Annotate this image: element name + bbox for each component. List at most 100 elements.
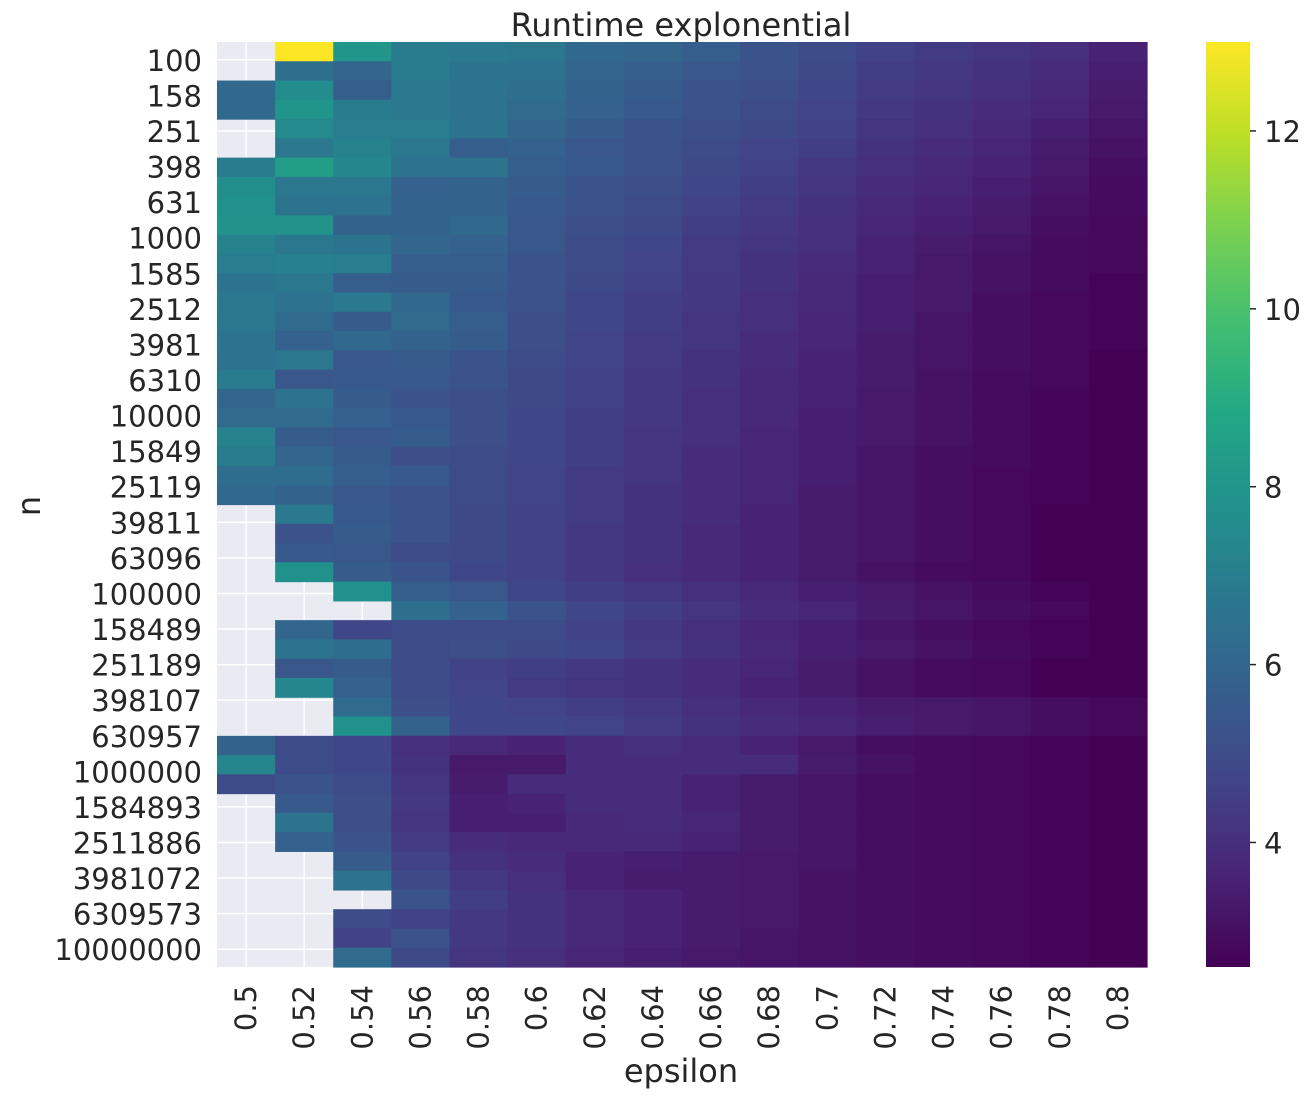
heatmap-cell — [1088, 620, 1148, 640]
heatmap-cell — [623, 157, 683, 178]
heatmap-cell — [275, 388, 334, 409]
heatmap-cell — [391, 581, 451, 602]
heatmap-cell — [333, 504, 392, 525]
heatmap-cell — [217, 755, 276, 775]
heatmap-cell — [856, 99, 916, 120]
heatmap-cell — [972, 253, 1032, 274]
heatmap-cell — [507, 331, 567, 351]
heatmap-cell — [740, 620, 799, 640]
heatmap-cell — [972, 543, 1032, 563]
heatmap-cell — [333, 832, 392, 852]
heatmap-cell — [1088, 311, 1148, 332]
heatmap-cell — [972, 234, 1032, 255]
heatmap-cell — [333, 196, 392, 217]
heatmap-cell — [565, 581, 625, 602]
heatmap-cell — [972, 909, 1032, 930]
heatmap-cell — [914, 639, 974, 660]
y-tick-label: 158489 — [91, 613, 202, 647]
heatmap-cell — [1030, 61, 1090, 82]
heatmap-cell — [391, 292, 451, 313]
heatmap-cell — [914, 870, 974, 891]
heatmap-cell — [449, 774, 509, 795]
heatmap-cell — [682, 581, 741, 602]
heatmap-cell — [1030, 774, 1090, 795]
heatmap-cell — [449, 735, 509, 756]
heatmap-cell — [972, 793, 1032, 814]
heatmap-cell — [798, 234, 857, 255]
heatmap-cell — [856, 716, 916, 737]
heatmap-cell — [565, 369, 625, 390]
colorbar — [1206, 42, 1250, 967]
heatmap-cell — [507, 677, 567, 698]
heatmap-cell — [1030, 427, 1090, 448]
heatmap-cell — [449, 80, 509, 101]
heatmap-cell — [217, 253, 276, 274]
heatmap-cell — [798, 851, 857, 872]
heatmap-cell — [449, 812, 509, 833]
heatmap-cell — [682, 600, 741, 621]
heatmap-cell — [972, 61, 1032, 82]
heatmap-cell — [856, 157, 916, 178]
heatmap-cell — [449, 600, 509, 621]
heatmap-cell — [856, 620, 916, 640]
heatmap-cell — [1088, 677, 1148, 698]
y-tick-label: 15849 — [110, 435, 202, 469]
heatmap-cell — [1030, 793, 1090, 814]
heatmap-cell — [333, 928, 392, 949]
heatmap-cell — [1030, 581, 1090, 602]
heatmap-cell — [682, 523, 741, 544]
heatmap-cell — [798, 562, 857, 583]
heatmap-cell — [682, 350, 741, 371]
heatmap-cell — [449, 408, 509, 429]
heatmap-cell — [1088, 485, 1148, 506]
heatmap-cell — [972, 80, 1032, 101]
heatmap-cell — [682, 812, 741, 833]
heatmap-cell — [449, 716, 509, 737]
heatmap-cell — [333, 234, 392, 255]
heatmap-cell — [623, 196, 683, 217]
heatmap-cell — [1088, 523, 1148, 544]
heatmap-cell — [972, 157, 1032, 178]
heatmap-cell — [1088, 350, 1148, 371]
y-tick-label: 1000000 — [73, 755, 202, 789]
heatmap-cell — [449, 755, 509, 775]
heatmap-cell — [972, 716, 1032, 737]
heatmap-cell — [507, 543, 567, 563]
heatmap-cell — [565, 99, 625, 120]
heatmap-cell — [914, 523, 974, 544]
heatmap-cell — [740, 292, 799, 313]
heatmap-cell — [856, 677, 916, 698]
heatmap-cell — [1030, 157, 1090, 178]
heatmap-cell — [914, 832, 974, 852]
heatmap-cell — [1088, 42, 1148, 62]
heatmap-cell — [798, 176, 857, 197]
heatmap-cell — [391, 697, 451, 718]
heatmap-cell — [217, 157, 276, 178]
heatmap-cell — [972, 42, 1032, 62]
heatmap-cell — [507, 157, 567, 178]
heatmap-cell — [1088, 427, 1148, 448]
heatmap-cell — [449, 793, 509, 814]
heatmap-cell — [565, 600, 625, 621]
heatmap-cell — [507, 909, 567, 930]
heatmap-cell — [1088, 928, 1148, 949]
heatmap-cell — [682, 677, 741, 698]
heatmap-cell — [740, 947, 799, 968]
heatmap-cell — [798, 292, 857, 313]
heatmap-cell — [682, 61, 741, 82]
heatmap-cell — [740, 446, 799, 467]
heatmap-cell — [682, 543, 741, 563]
heatmap-cell — [972, 138, 1032, 159]
heatmap-cell — [507, 523, 567, 544]
heatmap-cell — [275, 273, 334, 294]
heatmap-cell — [275, 523, 334, 544]
heatmap-cell — [507, 620, 567, 640]
heatmap-cell — [798, 581, 857, 602]
x-tick-label: 0.76 — [985, 985, 1019, 1050]
heatmap-cell — [565, 658, 625, 679]
heatmap-cell — [682, 889, 741, 910]
heatmap-cell — [798, 446, 857, 467]
heatmap-cell — [798, 369, 857, 390]
heatmap-cell — [391, 600, 451, 621]
heatmap-cell — [1030, 658, 1090, 679]
